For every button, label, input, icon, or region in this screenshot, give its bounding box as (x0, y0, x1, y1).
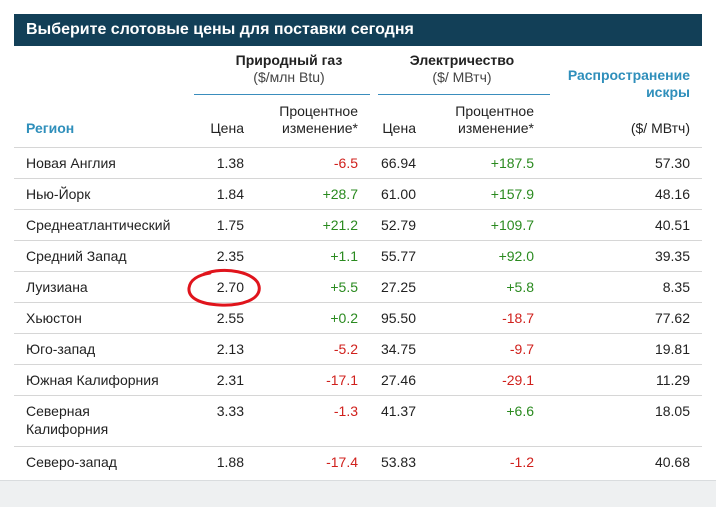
elec-price-cell: 34.75 (380, 341, 416, 357)
region-cell-line2: Калифорния (26, 421, 109, 437)
gas-price-cell: 2.55 (216, 310, 244, 326)
region-cell: Среднеатлантический (26, 217, 171, 233)
spark-header: Распространение искры (534, 67, 690, 101)
gas-change-cell: +0.2 (330, 310, 358, 326)
table-row: Средний Запад 2.35 +1.1 55.77 +92.0 39.35 (14, 240, 702, 272)
elec-change-cell: -29.1 (502, 372, 534, 388)
gas-change-label-line1: Процентное (279, 103, 358, 119)
elec-change-column-header: Процентное изменение* (455, 103, 534, 137)
elec-change-cell: +157.9 (490, 186, 534, 202)
gas-price-cell: 2.70 (216, 279, 244, 295)
region-cell-line1: Северная (26, 403, 90, 419)
spark-label-line1: Распространение (567, 67, 690, 83)
table-row: Южная Калифорния 2.31 -17.1 27.46 -29.1 11.29 (14, 364, 702, 396)
region-cell: Новая Англия (26, 155, 116, 171)
table-row: Новая Англия 1.38 -6.5 66.94 +187.5 57.30 (14, 147, 702, 179)
spark-label-line2: искры (646, 84, 690, 100)
elec-change-cell: +5.8 (506, 279, 534, 295)
elec-group-label: Электричество (409, 52, 515, 68)
gas-change-cell: +28.7 (322, 186, 358, 202)
gas-change-cell: -17.1 (326, 372, 358, 388)
spark-unit-label: ($/ МВтч) (630, 120, 690, 136)
gas-price-cell: 1.88 (216, 454, 244, 470)
spark-spread-cell: 77.62 (654, 310, 690, 326)
elec-unit-label: ($/ МВтч) (432, 69, 492, 85)
page-footer-band (0, 480, 716, 507)
region-column-header: Регион (26, 120, 75, 136)
region-cell: Нью-Йорк (26, 186, 91, 202)
table-row: Северная Калифорния 3.33 -1.3 41.37 +6.6 18.05 (14, 395, 702, 447)
gas-change-cell: -5.2 (333, 341, 358, 357)
elec-change-cell: +187.5 (490, 155, 534, 171)
gas-unit-label: ($/млн Btu) (253, 69, 325, 85)
table-row: Нью-Йорк 1.84 +28.7 61.00 +157.9 48.16 (14, 178, 702, 210)
price-table-card: Выберите слотовые цены для поставки сего… (14, 14, 702, 480)
spark-spread-cell: 39.35 (654, 248, 690, 264)
gas-price-cell: 2.13 (216, 341, 244, 357)
elec-change-label-line1: Процентное (455, 103, 534, 119)
gas-change-cell: +21.2 (322, 217, 358, 233)
table-title: Выберите слотовые цены для поставки сего… (14, 14, 702, 46)
spark-spread-cell: 57.30 (654, 155, 690, 171)
spark-spread-cell: 48.16 (654, 186, 690, 202)
gas-price-column-header: Цена (210, 120, 244, 136)
elec-price-cell: 27.25 (380, 279, 416, 295)
elec-group-divider (378, 94, 550, 95)
elec-change-cell: +6.6 (506, 403, 534, 419)
elec-change-label-line2: изменение* (458, 120, 534, 136)
table-row: Среднеатлантический 1.75 +21.2 52.79 +109.7 4… (14, 209, 702, 241)
gas-price-cell: 1.38 (216, 155, 244, 171)
region-cell: Хьюстон (26, 310, 82, 326)
elec-price-cell: 53.83 (380, 454, 416, 470)
spark-spread-cell: 40.51 (654, 217, 690, 233)
gas-group-label: Природный газ (235, 52, 343, 68)
gas-change-cell: +5.5 (330, 279, 358, 295)
gas-price-cell: 2.31 (216, 372, 244, 388)
elec-price-cell: 41.37 (380, 403, 416, 419)
gas-price-cell: 1.84 (216, 186, 244, 202)
table-row: Северо-запад 1.88 -17.4 53.83 -1.2 40.68 (14, 446, 702, 478)
elec-price-cell: 55.77 (380, 248, 416, 264)
gas-change-label-line2: изменение* (282, 120, 358, 136)
region-cell: Средний Запад (26, 248, 127, 264)
gas-change-cell: -6.5 (333, 155, 358, 171)
elec-price-column-header: Цена (382, 120, 416, 136)
spark-spread-cell: 18.05 (654, 403, 690, 419)
gas-change-cell: -1.3 (333, 403, 358, 419)
gas-price-cell: 2.35 (216, 248, 244, 264)
region-cell: Юго-запад (26, 341, 96, 357)
elec-change-cell: -18.7 (502, 310, 534, 326)
elec-change-cell: +109.7 (490, 217, 534, 233)
table-row: Луизиана 2.70 +5.5 27.25 +5.8 8.35 (14, 271, 702, 303)
spark-spread-cell: 8.35 (662, 279, 690, 295)
gas-change-column-header: Процентное изменение* (279, 103, 358, 137)
elec-price-cell: 52.79 (380, 217, 416, 233)
gas-price-cell: 3.33 (216, 403, 244, 419)
table-row: Хьюстон 2.55 +0.2 95.50 -18.7 77.62 (14, 302, 702, 334)
spark-spread-cell: 40.68 (654, 454, 690, 470)
table-row: Юго-запад 2.13 -5.2 34.75 -9.7 19.81 (14, 333, 702, 365)
gas-change-cell: +1.1 (330, 248, 358, 264)
region-cell: Северо-запад (26, 454, 117, 470)
elec-price-cell: 95.50 (380, 310, 416, 326)
elec-price-cell: 61.00 (380, 186, 416, 202)
elec-price-cell: 27.46 (380, 372, 416, 388)
elec-price-cell: 66.94 (380, 155, 416, 171)
elec-change-cell: -9.7 (509, 341, 534, 357)
gas-group-divider (194, 94, 370, 95)
elec-change-cell: +92.0 (498, 248, 534, 264)
gas-price-cell: 1.75 (216, 217, 244, 233)
spark-spread-cell: 19.81 (654, 341, 690, 357)
elec-change-cell: -1.2 (509, 454, 534, 470)
region-cell: Луизиана (26, 279, 88, 295)
gas-change-cell: -17.4 (326, 454, 358, 470)
gas-group-header: Природный газ ($/млн Btu) (194, 52, 384, 86)
region-cell: Южная Калифорния (26, 372, 159, 388)
spark-spread-cell: 11.29 (656, 372, 690, 388)
elec-group-header: Электричество ($/ МВтч) (376, 52, 548, 86)
